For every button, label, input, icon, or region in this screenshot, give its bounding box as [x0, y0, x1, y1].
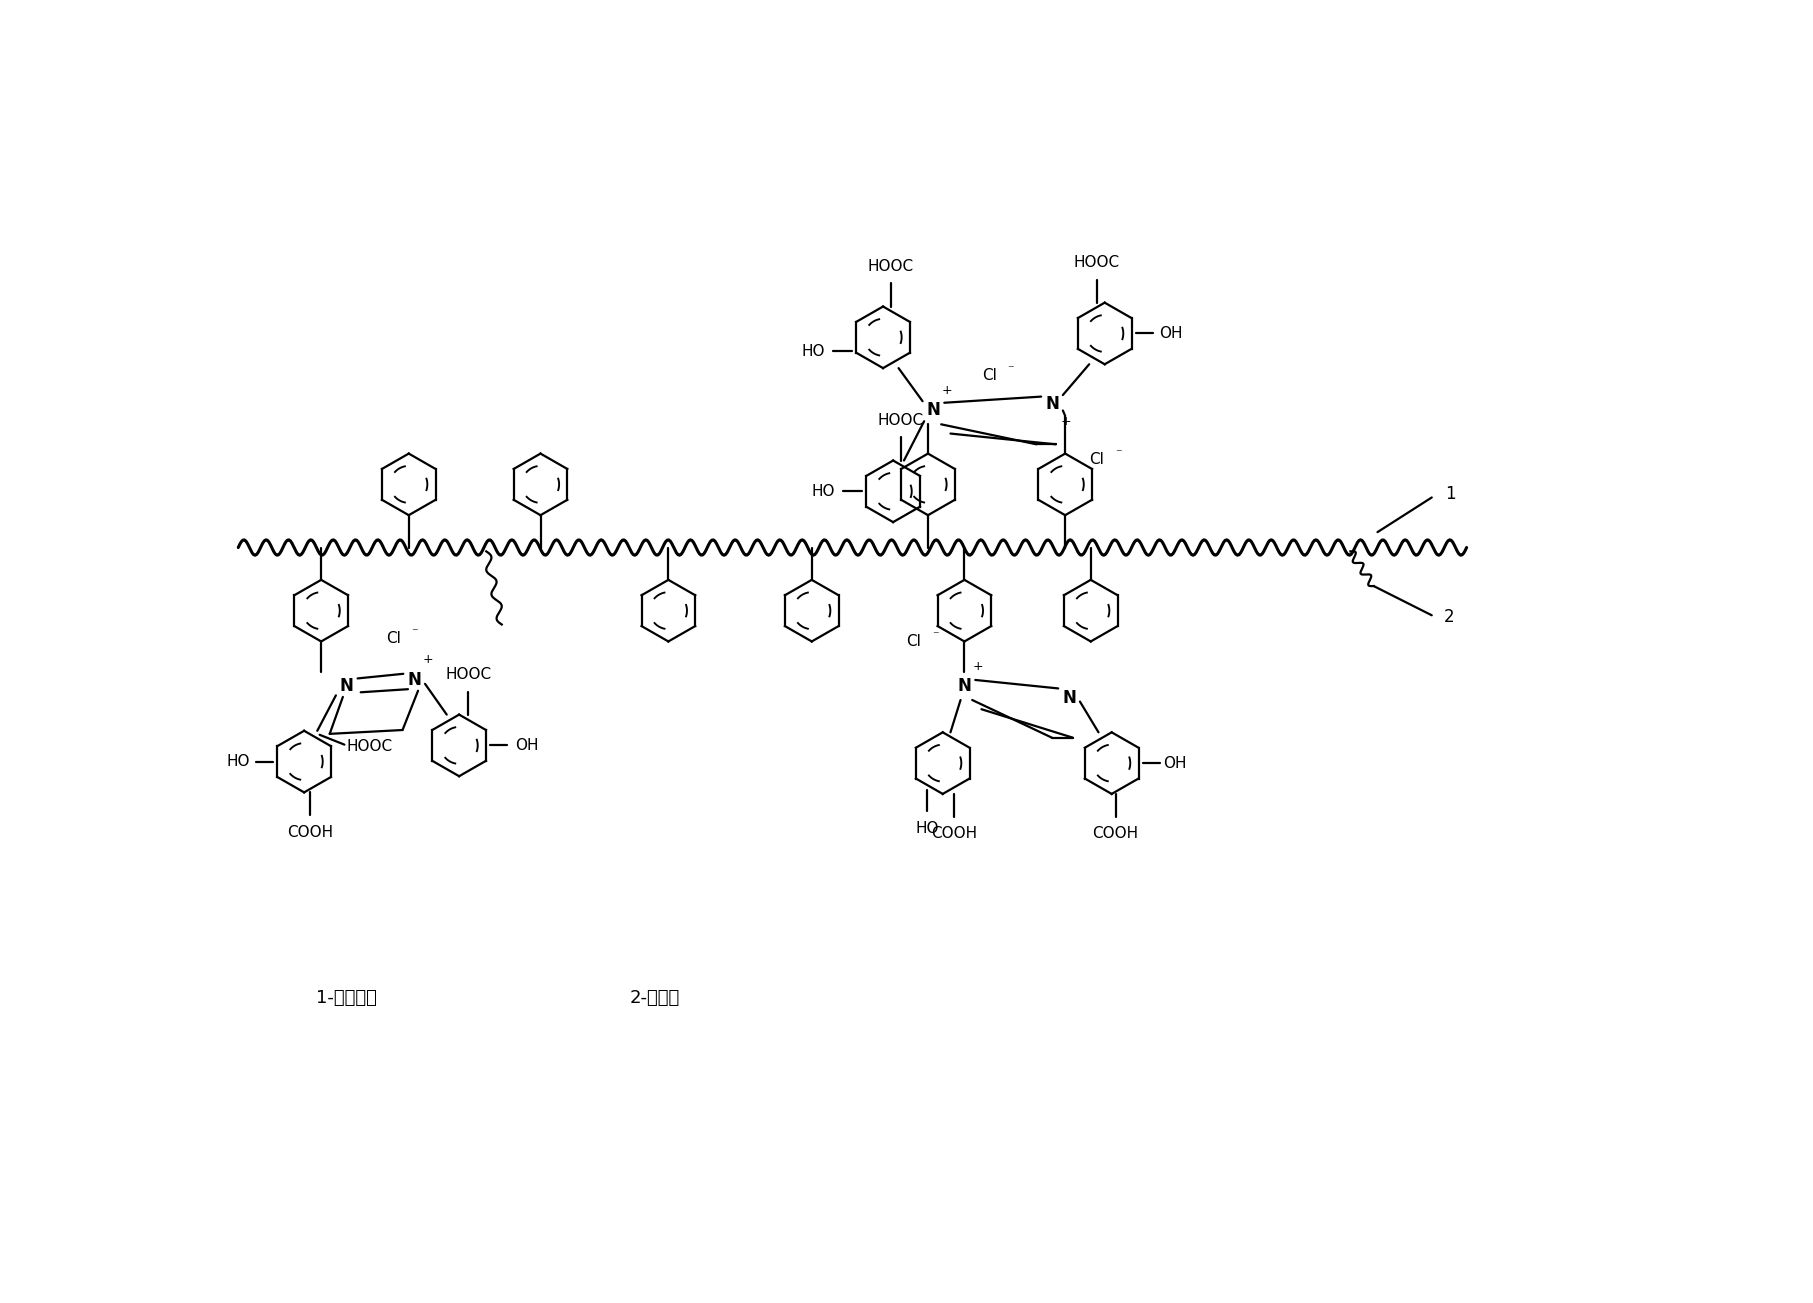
Text: HOOC: HOOC [446, 667, 491, 681]
Text: HOOC: HOOC [868, 259, 914, 274]
Text: HOOC: HOOC [1073, 255, 1120, 270]
Text: OH: OH [515, 737, 538, 753]
Text: HO: HO [916, 821, 939, 837]
Text: +: + [422, 653, 433, 666]
Text: HOOC: HOOC [877, 413, 925, 427]
Text: ⁻: ⁻ [932, 629, 939, 642]
Text: OH: OH [1164, 756, 1188, 770]
Text: 1-聚烯烃连: 1-聚烯烃连 [315, 989, 377, 1007]
Text: N: N [957, 678, 972, 694]
Text: +: + [943, 384, 952, 397]
Text: ⁻: ⁻ [1008, 364, 1013, 377]
Text: 1: 1 [1445, 485, 1456, 503]
Text: HO: HO [801, 344, 825, 358]
Text: N: N [1062, 689, 1075, 706]
Text: ⁻: ⁻ [412, 625, 419, 638]
Text: N: N [339, 678, 354, 694]
Text: OH: OH [1159, 326, 1182, 341]
Text: Cl: Cl [386, 631, 401, 646]
Text: +: + [1061, 414, 1071, 427]
Text: N: N [408, 671, 421, 689]
Text: COOH: COOH [1093, 826, 1139, 842]
Text: 2: 2 [1443, 607, 1454, 625]
Text: 2-交联链: 2-交联链 [629, 989, 680, 1007]
Text: HOOC: HOOC [346, 739, 393, 753]
Text: COOH: COOH [932, 826, 977, 842]
Text: COOH: COOH [286, 825, 334, 840]
Text: ⁻: ⁻ [1115, 447, 1122, 460]
Text: Cl: Cl [1090, 452, 1104, 468]
Text: HO: HO [227, 754, 250, 769]
Text: HO: HO [812, 483, 836, 499]
Text: N: N [926, 401, 941, 420]
Text: +: + [974, 659, 984, 672]
Text: Cl: Cl [906, 635, 921, 649]
Text: Cl: Cl [983, 369, 997, 383]
Text: N: N [1044, 395, 1059, 413]
